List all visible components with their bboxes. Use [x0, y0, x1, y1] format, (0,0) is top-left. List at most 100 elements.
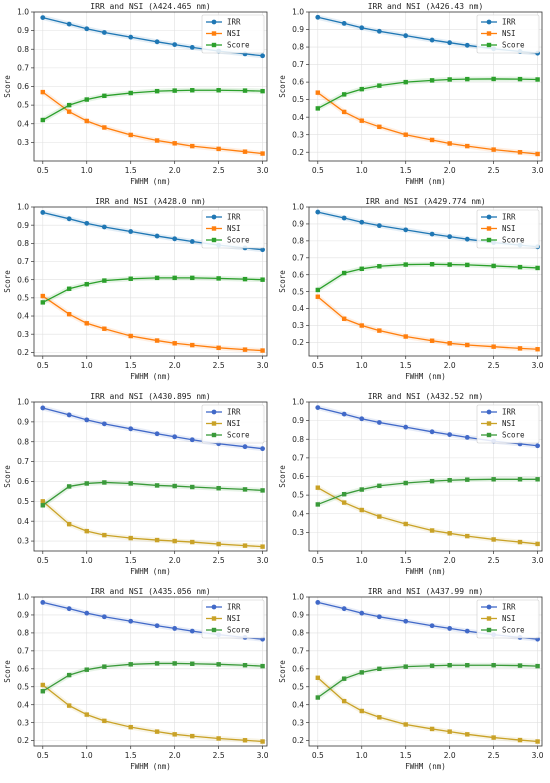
data-point [429, 338, 435, 343]
data-point [447, 626, 453, 631]
legend-marker [211, 31, 217, 36]
data-point [260, 739, 265, 744]
data-point [102, 278, 107, 283]
data-point [40, 599, 46, 605]
y-tick-label: 1.0 [292, 203, 304, 212]
x-tick-label: 1.5 [400, 166, 412, 175]
data-point [376, 28, 382, 34]
y-tick-label: 0.3 [292, 718, 304, 727]
y-axis-label: Score [3, 270, 12, 293]
legend-marker [211, 627, 217, 633]
x-tick-label: 0.5 [37, 166, 49, 175]
data-point [84, 26, 90, 32]
data-point [377, 83, 382, 88]
x-tick-label: 2.5 [488, 751, 500, 760]
data-point [84, 97, 89, 102]
y-tick-label: 0.3 [292, 321, 304, 330]
data-point [189, 44, 195, 50]
data-point [260, 277, 265, 282]
x-tick-label: 2.0 [444, 556, 456, 565]
legend-marker [211, 616, 217, 621]
legend-label: IRR [227, 408, 241, 417]
y-tick-label: 0.9 [292, 25, 304, 34]
x-tick-label: 2.5 [488, 361, 500, 370]
legend-label: NSI [227, 224, 241, 233]
y-tick-label: 1.0 [292, 593, 304, 602]
y-tick-label: 1.0 [17, 398, 29, 407]
data-point [40, 499, 45, 504]
data-point [464, 42, 470, 48]
x-tick-label: 3.0 [532, 166, 544, 175]
plot-frame [308, 11, 543, 162]
y-tick-label: 0.4 [292, 113, 304, 122]
series-line [317, 664, 538, 699]
y-tick-label: 0.8 [292, 43, 304, 52]
chart-panel: IRR and NSI (λ430.895 nm) 0.5 1.0 1.5 2.0 2.5… [0, 390, 275, 585]
y-tick-label: 0.9 [292, 611, 304, 620]
data-point [102, 326, 107, 331]
legend-marker [486, 409, 492, 415]
plot-frame [33, 206, 268, 357]
data-point [377, 124, 382, 130]
legend-marker [211, 42, 217, 48]
legend-label: Score [227, 41, 250, 50]
plot-frame [33, 596, 268, 747]
x-axis-label: FWHM (nm) [130, 372, 171, 381]
legend-label: NSI [227, 614, 241, 623]
data-point [66, 672, 72, 678]
series-band [316, 485, 538, 547]
y-tick-label: 1.0 [17, 8, 29, 17]
data-point [190, 275, 195, 281]
y-tick-label: 0.9 [17, 26, 29, 35]
data-point [341, 411, 347, 417]
series-line [42, 295, 263, 352]
x-axis-label: FWHM (nm) [130, 177, 171, 186]
data-point [377, 328, 382, 333]
data-point [465, 477, 470, 482]
x-tick-label: 1.0 [356, 751, 368, 760]
data-point [172, 538, 177, 544]
data-point [128, 90, 133, 96]
data-point [403, 33, 409, 39]
series-band [41, 275, 263, 305]
data-point [535, 265, 540, 271]
data-point [517, 663, 523, 668]
line-chart: IRR and NSI (λ428.0 nm) 0.5 1.0 1.5 2.0 2.5 3.… [3, 197, 269, 381]
y-tick-label: 0.3 [292, 130, 304, 139]
legend-marker [486, 627, 492, 633]
series-band [316, 675, 538, 745]
data-point [190, 143, 195, 149]
series-band [316, 90, 538, 157]
data-point [102, 532, 107, 538]
legend-marker [486, 604, 492, 610]
x-tick-label: 3.0 [532, 751, 544, 760]
y-axis-label: Score [278, 465, 287, 488]
data-point [260, 488, 265, 493]
data-point [376, 614, 382, 620]
data-point [154, 233, 160, 239]
data-point [465, 732, 470, 737]
legend-label: Score [227, 431, 250, 440]
data-point [84, 667, 89, 672]
chart-title: IRR and NSI (λ437.99 nm) [368, 587, 484, 596]
data-point [403, 424, 409, 430]
y-axis-label: Score [3, 75, 12, 98]
data-point [429, 78, 435, 83]
x-axis-label: FWHM (nm) [130, 762, 171, 771]
legend-label: Score [227, 626, 250, 635]
data-point [260, 446, 266, 452]
series-line [42, 500, 263, 548]
data-point [216, 541, 221, 547]
legend-label: Score [502, 236, 525, 245]
data-point [40, 300, 45, 305]
data-point [216, 276, 221, 281]
y-tick-label: 0.3 [292, 528, 304, 537]
x-tick-label: 2.0 [444, 166, 456, 175]
plot-frame [308, 596, 543, 747]
y-tick-label: 0.7 [17, 646, 29, 655]
chart-title: IRR and NSI (λ426.43 nm) [368, 2, 484, 11]
y-tick-label: 0.7 [17, 63, 29, 72]
data-point [491, 537, 496, 542]
x-tick-label: 0.5 [312, 751, 324, 760]
legend-label: NSI [502, 614, 516, 623]
